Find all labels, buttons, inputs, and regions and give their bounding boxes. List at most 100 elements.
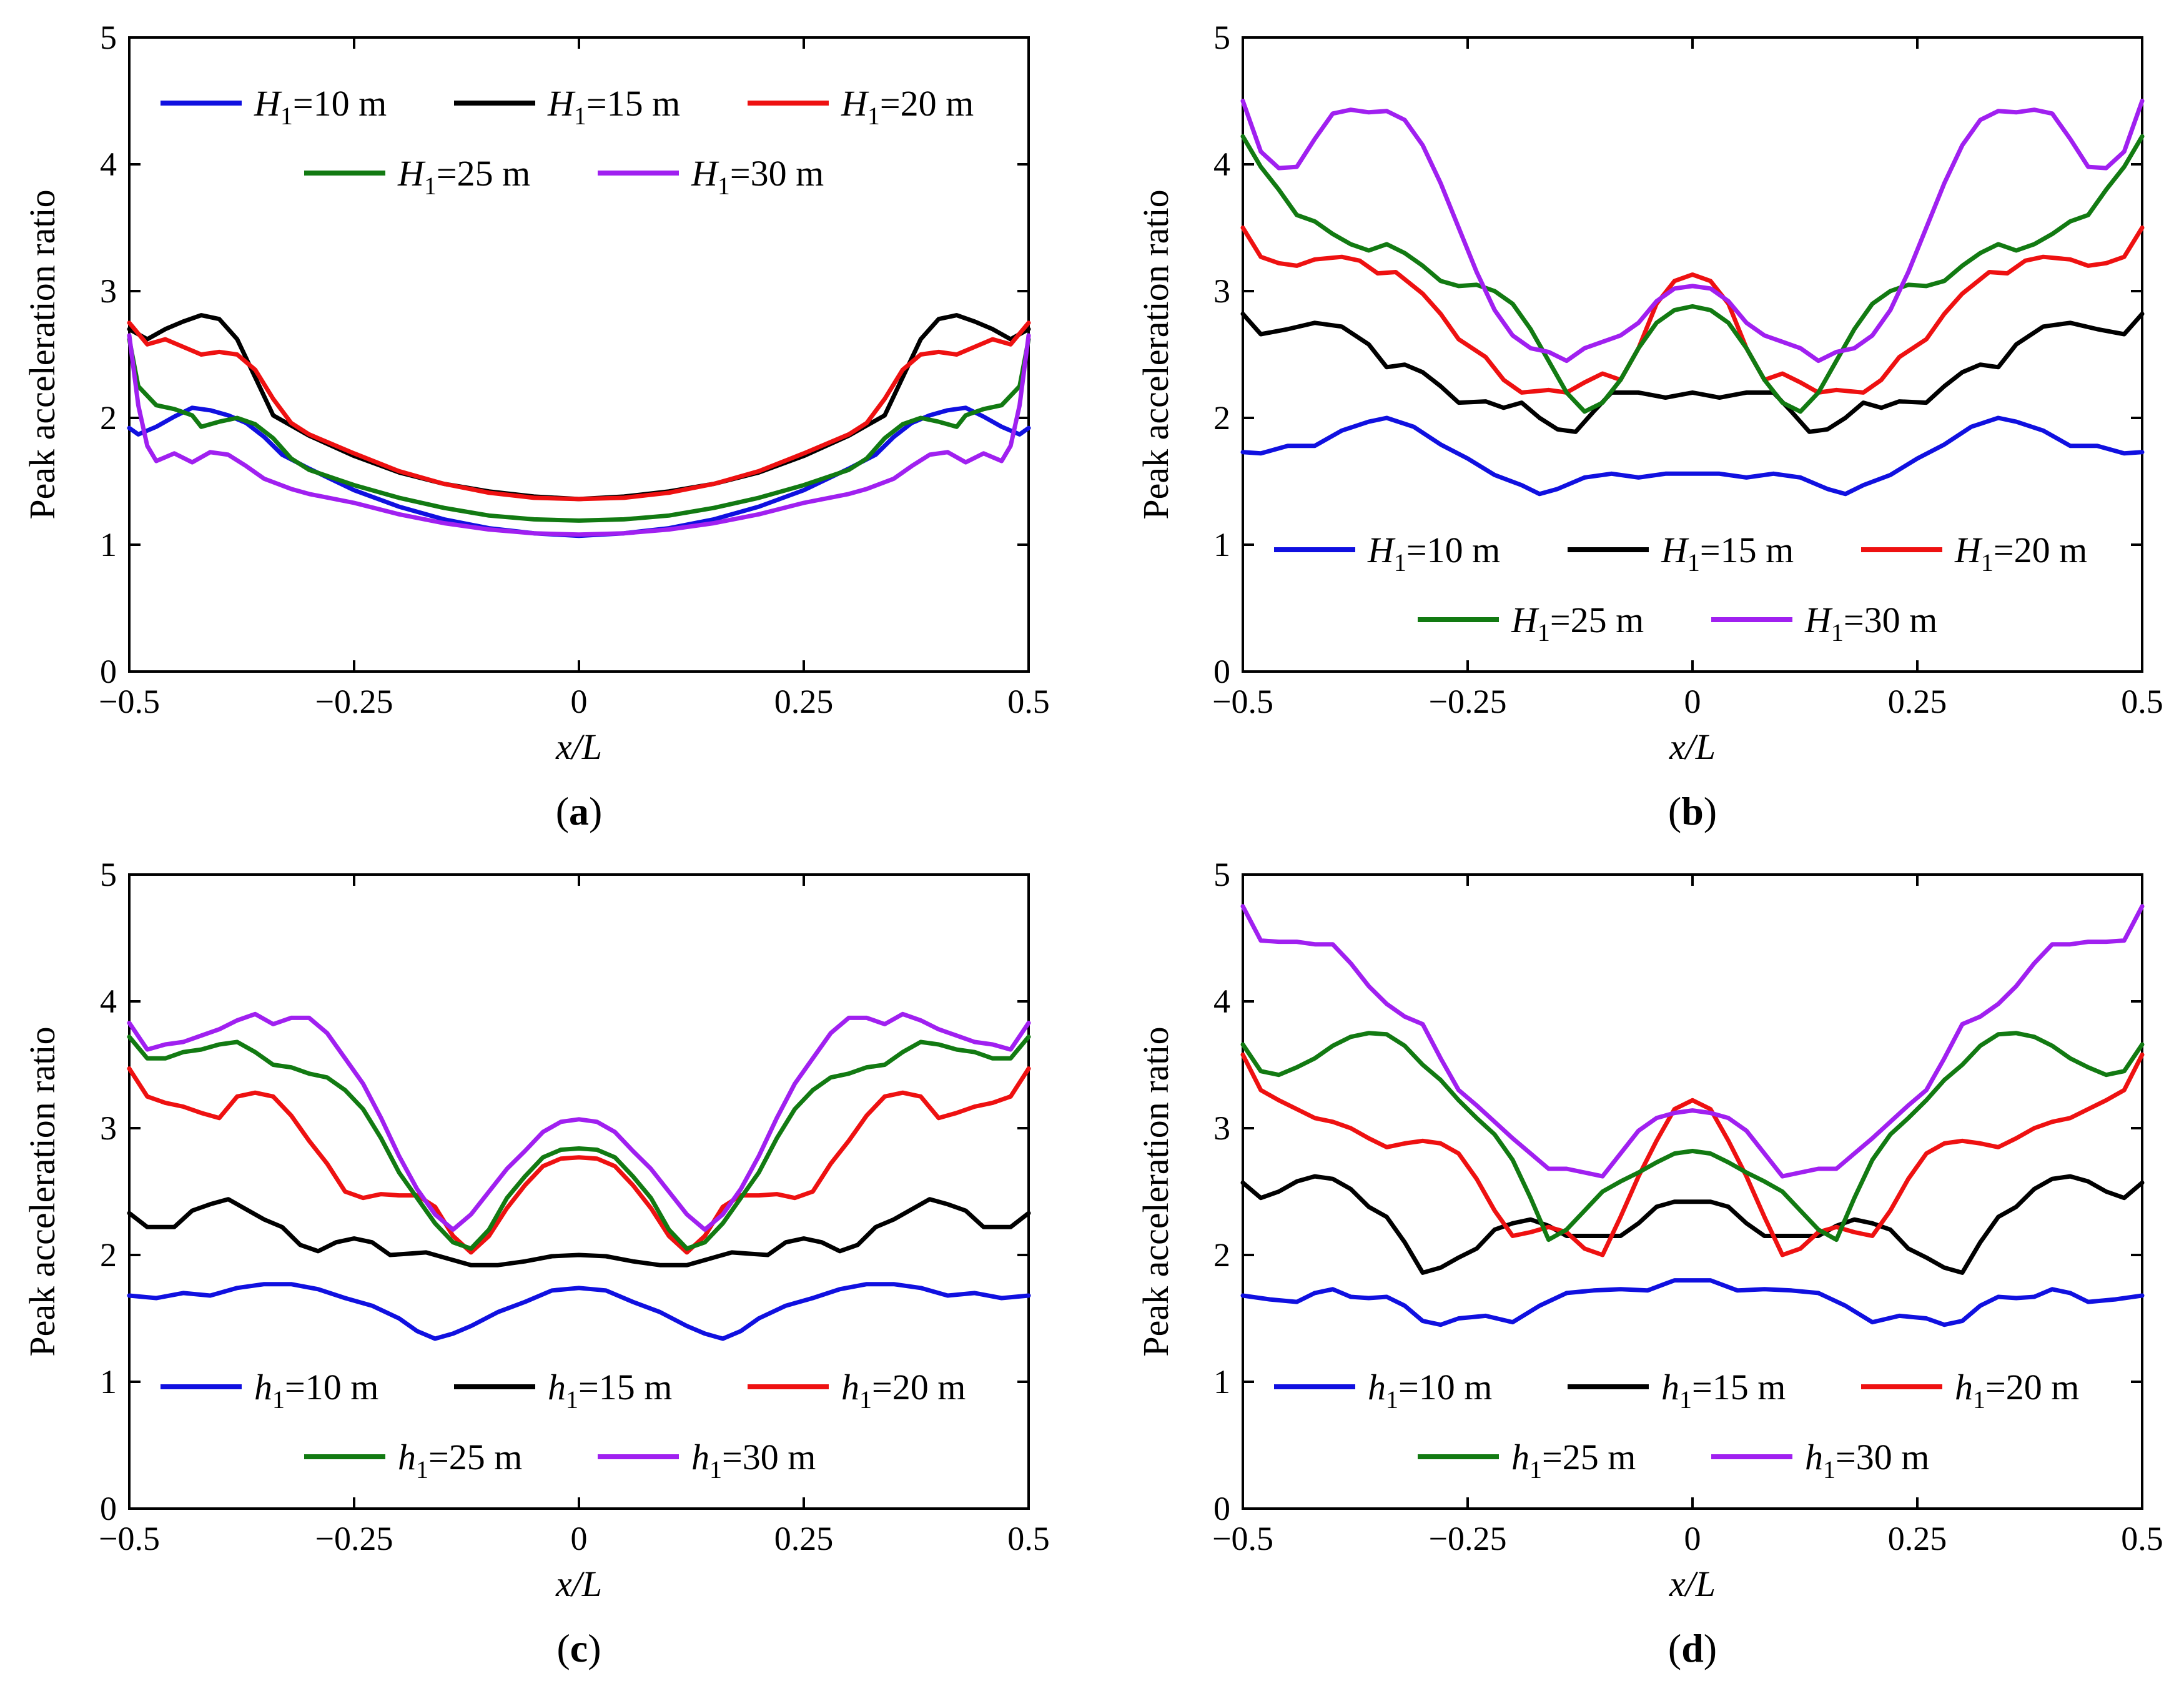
x-axis-label: x/L (555, 1564, 602, 1604)
legend-item-2: h1=15 m (454, 1367, 672, 1414)
series-line-1 (127, 405, 1031, 538)
legend-item-1: H1=10 m (161, 83, 387, 130)
legend-sub: 1 (1386, 1386, 1398, 1414)
panel-caption: (d) (1668, 1626, 1717, 1670)
y-axis-label: Peak acceleration ratio (1135, 189, 1176, 519)
legend-var: H (1804, 600, 1833, 640)
legend-var: h (1955, 1367, 1973, 1407)
y-tick-label: 3 (1213, 1109, 1230, 1147)
x-tick-label: 0.5 (2121, 683, 2163, 720)
caption-close: ) (1704, 1626, 1717, 1670)
x-axis-label: x/L (555, 727, 602, 767)
x-tick-label: 0.5 (2121, 1520, 2163, 1557)
series-line-1 (127, 1282, 1031, 1341)
y-tick-label: 0 (100, 653, 117, 690)
legend-item-2: H1=15 m (1568, 530, 1794, 577)
plot-frame (128, 873, 1030, 1510)
legend-label: H1=20 m (1954, 530, 2087, 577)
x-tick-label: 0 (571, 683, 588, 720)
legend-rest: =25 m (1542, 1437, 1636, 1477)
legend-rest: =30 m (1836, 1437, 1929, 1477)
x-axis-label: x/L (1669, 1564, 1716, 1604)
legend-rest: =10 m (1398, 1367, 1492, 1407)
legend-var: h (1368, 1367, 1386, 1407)
x-tick-label: 0.25 (1888, 683, 1947, 720)
legend-label: H1=25 m (1511, 600, 1644, 647)
legend-label: H1=10 m (254, 83, 387, 130)
y-tick-label: 4 (1213, 983, 1230, 1020)
legend-item-5: H1=30 m (1711, 600, 1937, 647)
legend-var: H (841, 83, 869, 124)
caption-open: ( (556, 1626, 570, 1670)
y-tick-label: 3 (100, 272, 117, 310)
caption-close: ) (589, 789, 602, 833)
legend-label: h1=25 m (398, 1437, 522, 1484)
legend-sub: 1 (867, 102, 880, 130)
legend-sub: 1 (566, 1386, 578, 1414)
x-tick-label: −0.25 (315, 683, 393, 720)
legend-rest: =10 m (293, 83, 387, 124)
series-line-3 (127, 320, 1031, 502)
legend-item-1: H1=10 m (1274, 530, 1500, 577)
caption-letter: c (570, 1626, 588, 1670)
series-line-2 (1240, 1174, 2145, 1275)
y-tick-label: 2 (100, 1236, 117, 1274)
legend-item-1: h1=10 m (1274, 1367, 1492, 1414)
legend-rest: =15 m (1700, 530, 1794, 570)
series-line-5 (1240, 99, 2145, 364)
legend-label: h1=30 m (1805, 1437, 1929, 1484)
legend-rest: =30 m (1844, 600, 1937, 640)
y-tick-label: 3 (100, 1109, 117, 1147)
legend-item-3: H1=20 m (748, 83, 974, 130)
chart-panel-a: 0 1 2 3 4 5 −0.5 −0.25 0 0.25 0.5 Peak acceleration… (22, 19, 1050, 833)
legend-item-3: h1=20 m (748, 1367, 966, 1414)
y-tick-label: 4 (100, 983, 117, 1020)
legend-label: H1=25 m (397, 153, 530, 200)
legend-label: h1=15 m (548, 1367, 672, 1414)
legend-var: H (397, 153, 426, 194)
series-line-3 (1240, 226, 2145, 395)
legend-sub: 1 (859, 1386, 872, 1414)
legend-sub: 1 (718, 172, 730, 200)
legend-rest: =20 m (872, 1367, 966, 1407)
x-tick-label: −0.25 (1429, 1520, 1507, 1557)
legend-rest: =25 m (1550, 600, 1644, 640)
legend-var: h (398, 1437, 416, 1477)
legend-sub: 1 (1831, 618, 1844, 647)
x-tick-label: −0.5 (99, 683, 160, 720)
caption-open: ( (1668, 789, 1681, 833)
y-tick-label: 5 (1213, 856, 1230, 893)
legend-var: h (841, 1367, 859, 1407)
legend-label: H1=30 m (691, 153, 824, 200)
legend-rest: =15 m (586, 83, 680, 124)
plot-frame (1242, 873, 2143, 1510)
legend-item-4: h1=25 m (304, 1437, 522, 1484)
legend-label: h1=10 m (1368, 1367, 1492, 1414)
y-tick-label: 1 (1213, 1363, 1230, 1401)
legend-item-4: H1=25 m (1418, 600, 1644, 647)
legend-var: H (1367, 530, 1396, 570)
y-tick-label: 5 (1213, 19, 1230, 56)
legend-sub: 1 (1394, 548, 1406, 577)
legend-item-4: h1=25 m (1418, 1437, 1636, 1484)
legend-var: H (1661, 530, 1689, 570)
legend-item-1: h1=10 m (161, 1367, 378, 1414)
legend-var: H (547, 83, 576, 124)
legend-label: H1=20 m (841, 83, 974, 130)
legend-var: H (1511, 600, 1539, 640)
legend-item-3: H1=20 m (1861, 530, 2087, 577)
y-tick-label: 3 (1213, 272, 1230, 310)
legend-var: h (1511, 1437, 1529, 1477)
legend-rest: =20 m (1985, 1367, 2079, 1407)
legend-sub: 1 (709, 1456, 722, 1484)
panel-caption: (b) (1668, 789, 1717, 833)
legend-label: H1=30 m (1804, 600, 1937, 647)
legend-rest: =10 m (285, 1367, 378, 1407)
legend-item-2: h1=15 m (1568, 1367, 1786, 1414)
legend-var: h (691, 1437, 709, 1477)
legend-rest: =15 m (1692, 1367, 1786, 1407)
x-tick-label: −0.5 (1212, 683, 1273, 720)
legend-var: h (1805, 1437, 1823, 1477)
legend-item-5: H1=30 m (598, 153, 824, 200)
